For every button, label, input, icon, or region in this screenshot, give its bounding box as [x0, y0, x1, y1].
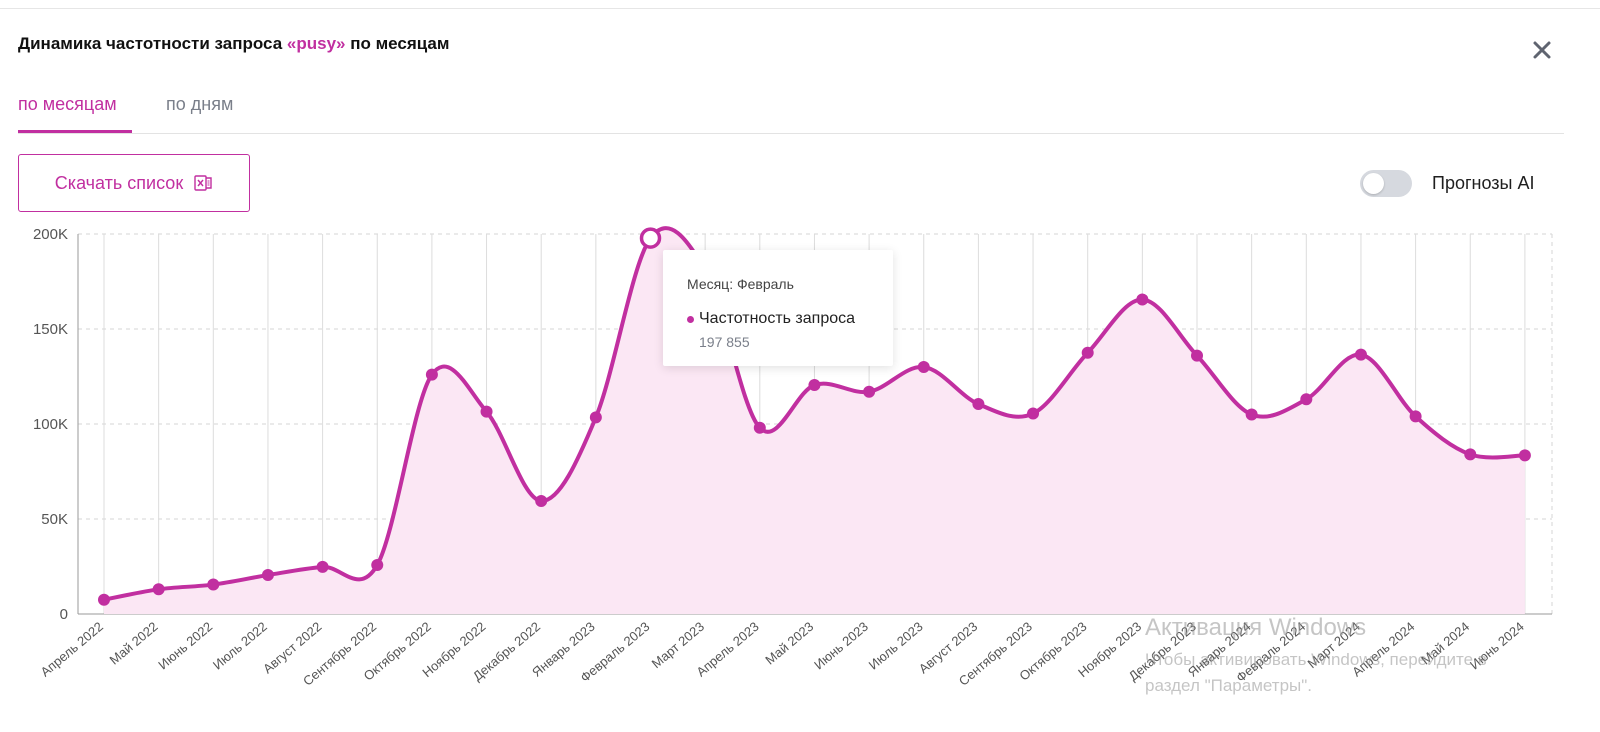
x-tick-label: Июнь 2022 — [155, 619, 215, 673]
tooltip-series-name: Частотность запроса — [699, 310, 856, 327]
tooltip-series-dot — [687, 316, 694, 323]
tab-months-label: по месяцам — [18, 94, 117, 114]
data-point-highlighted — [639, 227, 662, 249]
data-point — [1518, 449, 1531, 462]
data-point — [589, 411, 602, 424]
title-suffix: по месяцам — [350, 34, 450, 53]
data-point — [261, 569, 274, 582]
top-divider — [0, 8, 1600, 9]
data-point — [535, 494, 548, 507]
download-list-button[interactable]: Скачать список — [18, 154, 250, 212]
y-tick-label: 150K — [33, 321, 68, 338]
tab-days-label: по дням — [166, 94, 234, 114]
data-point — [753, 421, 766, 434]
data-point — [1464, 448, 1477, 461]
y-tick-label: 100K — [33, 416, 68, 433]
tooltip-month: Месяц: Февраль — [687, 276, 794, 292]
data-point — [1300, 393, 1313, 406]
chart-tooltip: Месяц: Февраль Частотность запроса 197 8… — [663, 250, 893, 366]
download-button-label: Скачать список — [54, 172, 184, 193]
tab-days[interactable]: по дням — [166, 94, 233, 115]
data-point — [1245, 408, 1258, 421]
page-title: Динамика частотности запроса «pusy» по м… — [18, 34, 449, 54]
active-tab-indicator — [18, 130, 132, 133]
x-tick-label: Июнь 2024 — [1467, 619, 1527, 673]
period-tabs: по месяцам по дням — [18, 86, 1564, 134]
tab-months[interactable]: по месяцам — [18, 94, 132, 133]
data-point — [480, 405, 493, 418]
y-tick-label: 50K — [41, 511, 68, 528]
data-point — [1027, 407, 1040, 420]
ai-forecast-label: Прогнозы AI — [1432, 173, 1535, 193]
data-point — [808, 379, 821, 392]
data-point — [972, 398, 985, 411]
data-point — [863, 385, 876, 398]
data-point — [152, 583, 165, 596]
data-point — [1354, 348, 1367, 361]
data-point — [425, 368, 438, 381]
data-point — [207, 578, 220, 591]
x-tick-label: Май 2023 — [762, 619, 816, 668]
data-point — [371, 558, 384, 571]
toggle-knob — [1363, 173, 1384, 194]
data-point — [98, 593, 110, 606]
data-point — [917, 361, 930, 373]
title-query: «pusy» — [286, 34, 346, 53]
ai-forecast-toggle[interactable] — [1360, 170, 1412, 197]
y-tick-label: 0 — [60, 606, 68, 623]
data-point — [1191, 349, 1203, 362]
x-tick-label: Апрель 2022 — [38, 619, 106, 680]
data-point — [1409, 410, 1422, 423]
excel-file-icon — [194, 175, 212, 191]
data-point — [316, 560, 329, 573]
data-point — [1081, 346, 1094, 359]
close-icon — [1533, 41, 1551, 59]
series-area — [104, 228, 1525, 614]
data-point — [1136, 293, 1149, 306]
x-tick-label: Май 2024 — [1418, 619, 1472, 668]
close-button[interactable] — [1528, 36, 1556, 64]
x-tick-label: Май 2022 — [107, 619, 161, 668]
title-prefix: Динамика частотности запроса — [18, 34, 283, 53]
y-tick-label: 200K — [33, 226, 68, 243]
tooltip-value: 197 855 — [699, 334, 750, 350]
x-tick-label: Июнь 2023 — [811, 619, 871, 673]
